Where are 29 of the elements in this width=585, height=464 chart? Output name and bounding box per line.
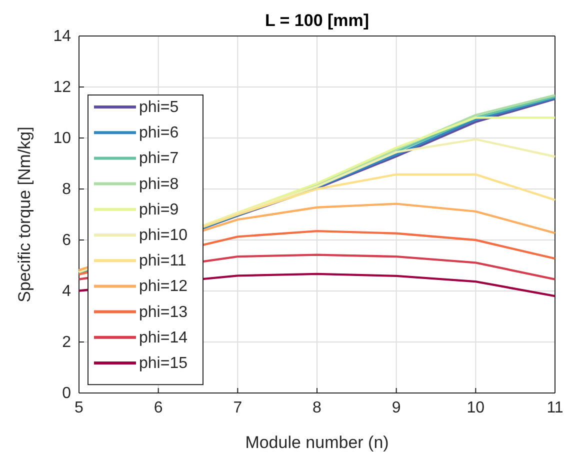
legend-label: phi=13 bbox=[139, 304, 188, 321]
y-tick-label: 14 bbox=[53, 28, 72, 46]
y-tick-label: 4 bbox=[62, 283, 72, 300]
legend-label: phi=7 bbox=[139, 150, 179, 168]
x-tick-label: 6 bbox=[154, 399, 163, 416]
legend-label: phi=11 bbox=[139, 252, 186, 270]
y-tick-label: 8 bbox=[62, 181, 72, 198]
legend-label: phi=10 bbox=[139, 227, 188, 244]
y-tick-label: 12 bbox=[53, 79, 72, 96]
x-axis-title: Module number (n) bbox=[245, 433, 389, 452]
y-tick-label: 2 bbox=[62, 334, 72, 352]
chart-title: L = 100 [mm] bbox=[264, 11, 370, 30]
legend-label: phi=12 bbox=[139, 278, 188, 296]
y-tick-label: 0 bbox=[62, 385, 72, 402]
x-tick-label: 8 bbox=[312, 399, 322, 416]
legend-label: phi=6 bbox=[139, 124, 179, 142]
y-tick-label: 10 bbox=[53, 130, 72, 148]
legend-label: phi=15 bbox=[139, 355, 188, 372]
x-tick-label: 7 bbox=[233, 399, 242, 416]
legend-label: phi=14 bbox=[139, 329, 188, 346]
x-tick-label: 11 bbox=[546, 399, 564, 416]
legend-label: phi=5 bbox=[139, 99, 179, 116]
y-axis-title: Specific torque [Nm/kg] bbox=[15, 126, 34, 302]
x-tick-label: 9 bbox=[392, 399, 401, 416]
legend-label: phi=8 bbox=[139, 176, 179, 193]
x-tick-label: 5 bbox=[74, 399, 84, 416]
legend-label: phi=9 bbox=[139, 201, 179, 218]
x-tick-label: 10 bbox=[466, 399, 485, 416]
y-tick-label: 6 bbox=[62, 232, 72, 250]
